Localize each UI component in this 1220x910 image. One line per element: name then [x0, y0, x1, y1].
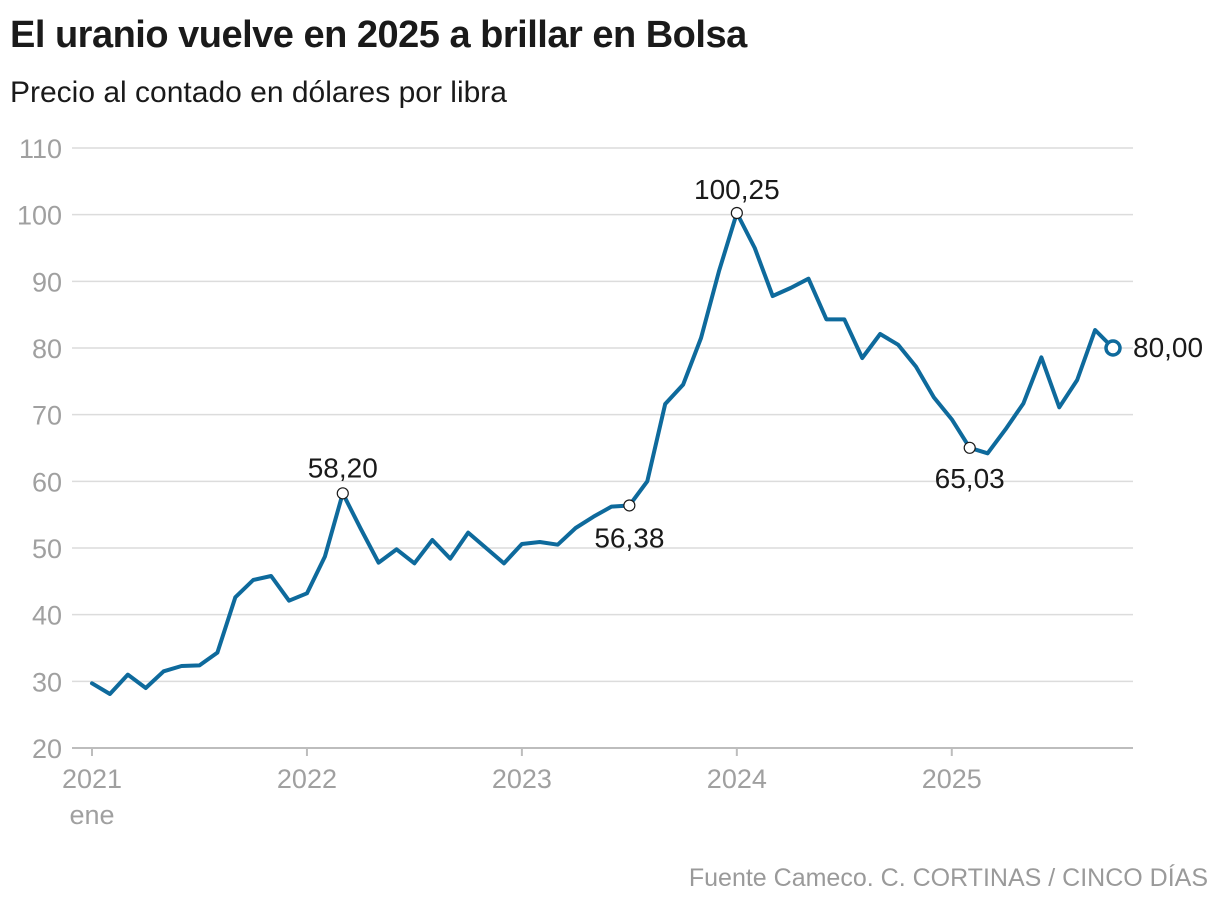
y-tick-label: 40 [32, 601, 62, 631]
annotation-label: 56,38 [594, 522, 664, 553]
x-tick-label: 2023 [492, 764, 552, 794]
y-tick-label: 110 [19, 134, 62, 164]
annotation-label: 58,20 [308, 452, 378, 483]
chart-subtitle: Precio al contado en dólares por libra [10, 76, 507, 109]
annotation-marker [623, 499, 636, 512]
x-tick-sublabel: ene [69, 800, 114, 830]
x-tick-label: 2025 [922, 764, 982, 794]
x-tick-label: 2021 [62, 764, 122, 794]
y-tick-label: 20 [32, 734, 62, 764]
y-tick-label: 50 [32, 534, 62, 564]
annotation-marker [963, 441, 976, 454]
y-tick-label: 80 [32, 334, 62, 364]
y-tick-label: 100 [17, 201, 62, 231]
annotation-marker [730, 206, 743, 220]
x-tick-label: 2024 [707, 764, 767, 794]
y-tick-label: 60 [32, 467, 62, 497]
y-tick-label: 70 [32, 401, 62, 431]
annotation-label: 65,03 [935, 463, 1005, 494]
annotation-marker [336, 487, 349, 500]
annotation-label: 100,25 [694, 174, 780, 205]
annotation-label: 80,00 [1133, 332, 1203, 363]
annotation-marker [1104, 339, 1122, 357]
y-tick-label: 90 [32, 267, 62, 297]
chart-title: El uranio vuelve en 2025 a brillar en Bo… [10, 14, 747, 56]
x-tick-label: 2022 [277, 764, 337, 794]
price-line [90, 211, 1115, 696]
y-tick-label: 30 [32, 667, 62, 697]
source-credit: Fuente Cameco. C. CORTINAS / CINCO DÍAS [688, 864, 1208, 892]
